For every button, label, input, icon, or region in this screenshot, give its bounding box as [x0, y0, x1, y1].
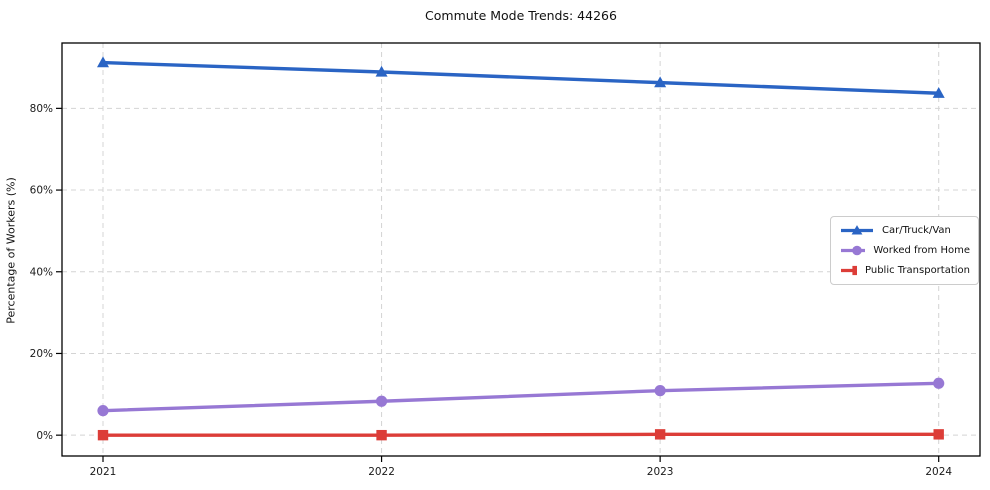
- x-tick-label: 2021: [90, 466, 117, 478]
- legend: Car/Truck/Van Worked from Home Public Tran…: [830, 216, 979, 285]
- square-marker: [654, 429, 666, 440]
- series-line: [101, 432, 941, 437]
- y-tick-label: 20%: [30, 348, 53, 360]
- circle-marker: [375, 395, 388, 407]
- axis-ticks: 0% 20% 40% 60% 80% 2021 2022 2023 2024: [30, 103, 953, 478]
- x-tick-label: 2023: [647, 466, 674, 478]
- triangle-marker: [375, 65, 388, 77]
- triangle-marker: [851, 225, 863, 235]
- x-tick-label: 2024: [925, 466, 952, 478]
- circle-marker: [933, 377, 945, 389]
- square-marker: [852, 265, 858, 276]
- series-worked-from-home: [97, 377, 945, 417]
- legend-swatch-triangle-icon: [841, 225, 873, 235]
- triangle-marker: [932, 87, 945, 98]
- legend-label: Public Transportation: [865, 265, 970, 276]
- circle-marker: [97, 405, 109, 417]
- x-tick-label: 2022: [368, 466, 395, 478]
- series-line: [101, 381, 941, 413]
- y-tick-label: 0%: [36, 430, 53, 442]
- legend-item-car-truck-van[interactable]: Car/Truck/Van: [840, 224, 970, 237]
- circle-marker: [852, 245, 862, 256]
- triangle-marker: [654, 76, 667, 88]
- triangle-marker: [97, 56, 109, 68]
- y-tick-label: 60%: [30, 185, 53, 197]
- series-car-truck-van: [97, 56, 945, 98]
- legend-label: Car/Truck/Van: [882, 225, 951, 236]
- series-line: [101, 60, 941, 95]
- legend-item-worked-from-home[interactable]: Worked from Home: [840, 244, 970, 257]
- circle-marker: [654, 385, 666, 397]
- chart-title: Commute Mode Trends: 44266: [425, 8, 617, 23]
- square-marker: [933, 429, 944, 440]
- plot-frame: [61, 42, 981, 457]
- y-tick-label: 80%: [30, 103, 53, 115]
- legend-swatch-square-icon: [841, 265, 858, 276]
- legend-item-public-transportation[interactable]: Public Transportation: [840, 264, 970, 277]
- legend-label: Worked from Home: [873, 245, 970, 256]
- square-marker: [376, 429, 387, 441]
- series-public-transportation: [97, 429, 944, 441]
- legend-swatch-circle-icon: [841, 245, 866, 256]
- square-marker: [97, 429, 109, 441]
- y-tick-label: 40%: [30, 266, 53, 278]
